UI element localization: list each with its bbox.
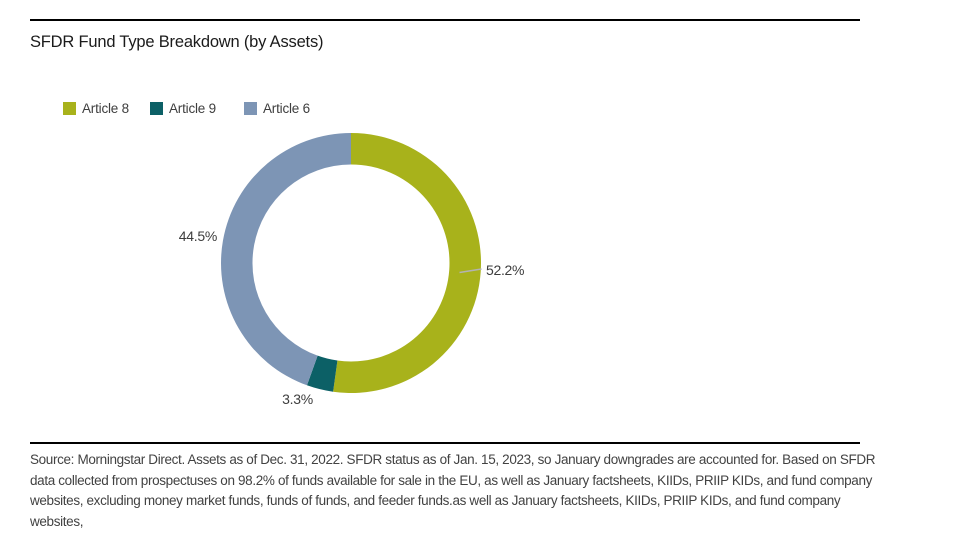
legend-item-article-8: Article 8 [63, 101, 129, 116]
source-note: Source: Morningstar Direct. Assets as of… [30, 450, 876, 532]
source-line: websites, [30, 513, 84, 529]
donut-slice-article-9 [306, 355, 338, 392]
legend-label-article-8: Article 8 [82, 101, 129, 116]
slice-label-article-8: 52.2% [486, 262, 525, 278]
slice-label-article-6: 44.5% [178, 228, 218, 244]
slice-label-article-9: 3.3% [282, 391, 313, 407]
source-line: data collected from prospectuses on 98.2… [30, 472, 873, 488]
legend-label-article-9: Article 9 [169, 101, 216, 116]
top-rule [30, 19, 860, 21]
legend-item-article-6: Article 6 [244, 101, 310, 116]
source-line: Source: Morningstar Direct. Assets as of… [30, 452, 876, 467]
donut-slice-article-6 [221, 133, 351, 386]
legend-swatch-article-8 [63, 102, 76, 115]
footer-rule [30, 442, 860, 444]
source-line: websites, excluding money market funds, … [30, 493, 841, 508]
leader-line-article-8 [459, 268, 482, 274]
legend-swatch-article-6 [244, 102, 257, 115]
legend-item-article-9: Article 9 [150, 101, 216, 116]
legend-label-article-6: Article 6 [263, 101, 310, 116]
donut-slice-article-8 [333, 133, 482, 393]
legend-swatch-article-9 [150, 102, 163, 115]
chart-title: SFDR Fund Type Breakdown (by Assets) [30, 33, 324, 51]
